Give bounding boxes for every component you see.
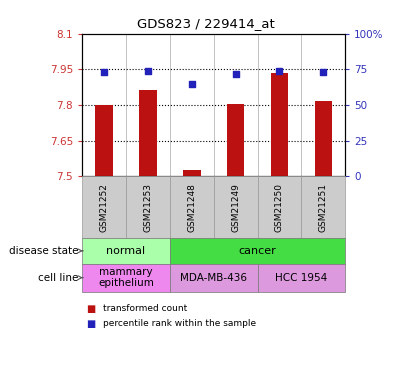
Bar — [271, 73, 288, 176]
Text: percentile rank within the sample: percentile rank within the sample — [103, 319, 256, 328]
Text: cell line: cell line — [38, 273, 78, 283]
Text: normal: normal — [106, 246, 145, 256]
Text: GDS823 / 229414_at: GDS823 / 229414_at — [136, 17, 275, 30]
Text: GSM21249: GSM21249 — [231, 183, 240, 232]
Text: transformed count: transformed count — [103, 304, 187, 313]
Text: GSM21248: GSM21248 — [187, 183, 196, 232]
Text: GSM21250: GSM21250 — [275, 183, 284, 232]
Bar — [95, 105, 113, 176]
Point — [276, 68, 283, 74]
Text: HCC 1954: HCC 1954 — [275, 273, 328, 283]
Text: mammary
epithelium: mammary epithelium — [98, 267, 154, 288]
Point — [145, 68, 151, 74]
Point — [189, 81, 195, 87]
Text: disease state: disease state — [9, 246, 78, 256]
Bar — [183, 170, 201, 176]
Text: GSM21252: GSM21252 — [99, 183, 109, 232]
Bar — [227, 104, 245, 176]
Text: GSM21253: GSM21253 — [143, 183, 152, 232]
Text: cancer: cancer — [239, 246, 277, 256]
Point — [101, 69, 107, 75]
Point — [232, 70, 239, 76]
Point — [320, 69, 327, 75]
Bar — [314, 101, 332, 176]
Text: GSM21251: GSM21251 — [319, 183, 328, 232]
Text: MDA-MB-436: MDA-MB-436 — [180, 273, 247, 283]
Text: ■: ■ — [86, 319, 96, 328]
Text: ■: ■ — [86, 304, 96, 313]
Bar — [139, 90, 157, 176]
